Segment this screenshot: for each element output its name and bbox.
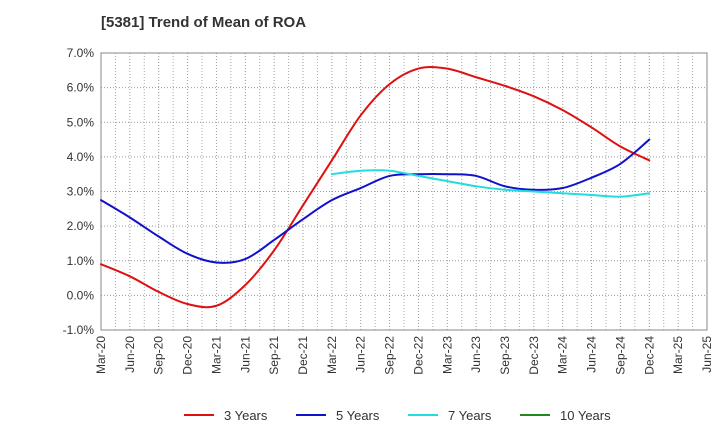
y-tick-label: 5.0% — [67, 115, 95, 129]
y-tick-label: 4.0% — [67, 150, 95, 164]
x-tick-label: Sep-20 — [152, 336, 166, 375]
y-tick-label: 1.0% — [67, 254, 95, 268]
legend-label: 3 Years — [224, 408, 268, 423]
y-tick-label: 2.0% — [67, 219, 95, 233]
x-tick-label: Sep-24 — [613, 336, 627, 375]
x-tick-label: Dec-24 — [642, 336, 656, 375]
x-tick-label: Mar-22 — [325, 336, 339, 374]
y-tick-label: 7.0% — [67, 46, 95, 60]
x-tick-label: Jun-21 — [238, 336, 252, 373]
x-tick-label: Jun-23 — [469, 336, 483, 373]
x-tick-label: Dec-22 — [411, 336, 425, 375]
series-line-3-years — [100, 66, 651, 309]
legend-label: 7 Years — [448, 408, 492, 423]
x-axis: Mar-20 Jun-20 Sep-20 Dec-20 Mar-21 Jun-21 Sep-… — [94, 336, 714, 375]
x-tick-label: Dec-21 — [296, 336, 310, 375]
x-tick-label: Mar-20 — [94, 336, 108, 374]
x-tick-label: Jun-24 — [585, 336, 599, 373]
x-tick-label: Sep-21 — [267, 336, 281, 375]
legend-label: 5 Years — [336, 408, 380, 423]
chart-title: [5381] Trend of Mean of ROA — [101, 14, 307, 31]
x-tick-label: Sep-23 — [498, 336, 512, 375]
y-axis: -1.0% 0.0% 1.0% 2.0% 3.0% 4.0% 5.0% 6.0% 7.0% — [63, 46, 95, 337]
plot-border — [100, 52, 708, 331]
legend-label: 10 Years — [560, 408, 611, 423]
x-tick-label: Jun-20 — [123, 336, 137, 373]
series-line-7-years — [330, 169, 651, 198]
y-tick-label: 3.0% — [67, 185, 95, 199]
y-tick-label: 6.0% — [67, 81, 95, 95]
x-tick-label: Mar-21 — [209, 336, 223, 374]
series-line-5-years — [100, 138, 651, 264]
x-tick-label: Sep-22 — [383, 336, 397, 375]
legend: 3 Years 5 Years 7 Years 10 Years — [184, 408, 611, 423]
x-tick-label: Mar-23 — [440, 336, 454, 374]
x-tick-label: Jun-25 — [700, 336, 714, 373]
x-tick-label: Dec-20 — [181, 336, 195, 375]
y-tick-label: -1.0% — [63, 323, 95, 337]
x-tick-label: Mar-25 — [671, 336, 685, 374]
x-tick-label: Mar-24 — [556, 336, 570, 374]
series-layer — [100, 66, 651, 309]
x-tick-label: Jun-22 — [354, 336, 368, 373]
y-tick-label: 0.0% — [67, 288, 95, 302]
x-tick-label: Dec-23 — [527, 336, 541, 375]
